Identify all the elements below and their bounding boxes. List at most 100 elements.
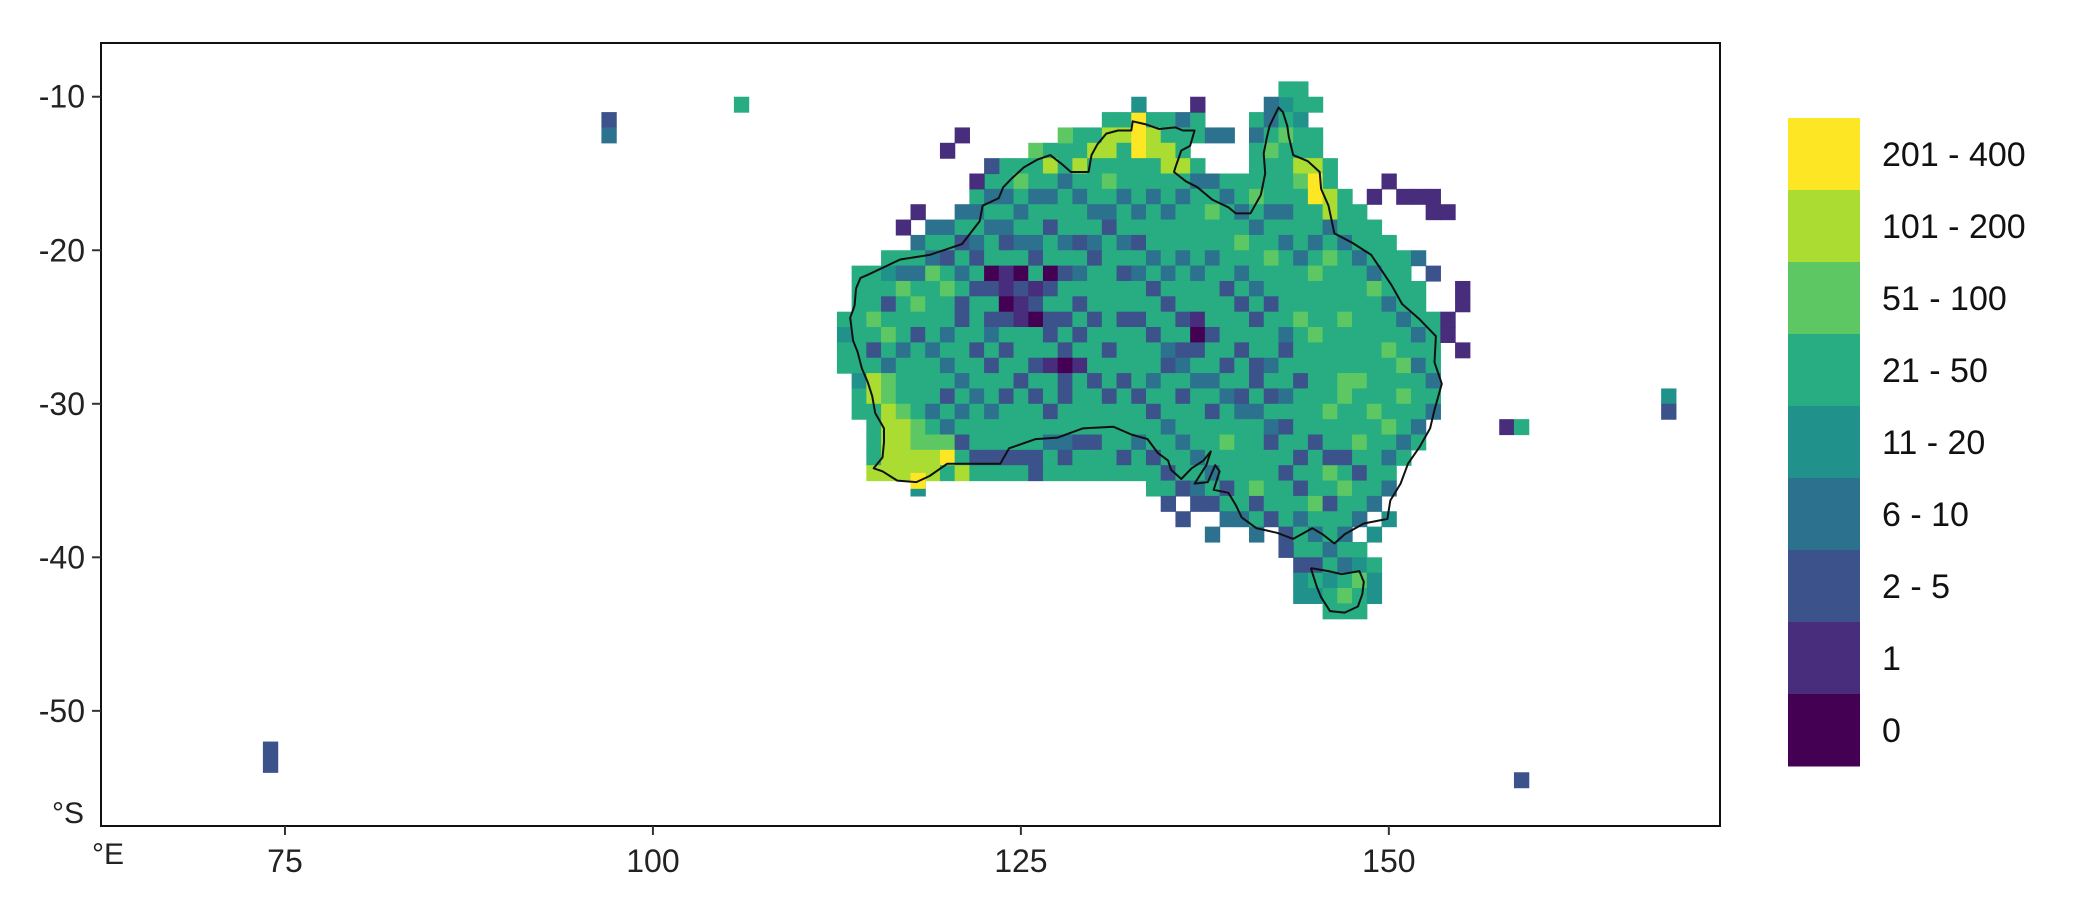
- heatmap-cell: [1263, 419, 1280, 436]
- heatmap-cell: [895, 449, 912, 466]
- heatmap-cell: [1410, 388, 1427, 405]
- heatmap-cell: [1101, 265, 1118, 282]
- heatmap-cell: [1307, 373, 1324, 390]
- heatmap-cell: [1101, 188, 1118, 205]
- heatmap-cell: [1337, 419, 1353, 436]
- heatmap-cell: [984, 188, 1000, 205]
- heatmap-cell: [1145, 403, 1162, 420]
- heatmap-cell: [1028, 296, 1044, 313]
- legend-label: 2 - 5: [1882, 568, 1950, 606]
- heatmap-cell: [1116, 250, 1132, 267]
- heatmap-cell: [1322, 234, 1338, 251]
- heatmap-cell: [969, 265, 985, 282]
- heatmap-cell: [1455, 342, 1471, 359]
- heatmap-cell: [1101, 219, 1118, 236]
- heatmap-cell: [1249, 311, 1265, 328]
- heatmap-cell: [1175, 388, 1191, 405]
- heatmap-cell: [925, 449, 941, 466]
- heatmap-cell: [1322, 419, 1338, 436]
- heatmap-cell: [1396, 265, 1412, 282]
- heatmap-cell: [984, 158, 1000, 175]
- heatmap-cell: [1425, 373, 1441, 390]
- heatmap-cell: [1307, 311, 1324, 328]
- heatmap-cell: [1425, 265, 1441, 282]
- heatmap-cell: [1396, 280, 1412, 297]
- heatmap-cell: [1057, 403, 1073, 420]
- heatmap-cell: [1322, 465, 1338, 482]
- heatmap-cell: [1116, 158, 1132, 175]
- heatmap-cell: [954, 434, 970, 451]
- heatmap-cell: [1042, 188, 1059, 205]
- legend-swatch: [1788, 118, 1860, 191]
- heatmap-cell: [1087, 434, 1103, 451]
- heatmap-cell: [1234, 173, 1250, 190]
- heatmap-cell: [1278, 434, 1294, 451]
- heatmap-cell: [1337, 511, 1353, 528]
- heatmap-cell: [1410, 357, 1427, 374]
- heatmap-cell: [1160, 280, 1177, 297]
- heatmap-cell: [1160, 480, 1177, 497]
- heatmap-cell: [1410, 403, 1427, 420]
- heatmap-cell: [1101, 342, 1118, 359]
- heatmap-cell: [1278, 495, 1294, 512]
- heatmap-cell: [939, 280, 956, 297]
- heatmap-cell: [1293, 541, 1309, 558]
- heatmap-cell: [1131, 373, 1147, 390]
- heatmap-cell: [1661, 403, 1677, 420]
- heatmap-cell: [1366, 419, 1383, 436]
- heatmap-cell: [836, 311, 853, 328]
- heatmap-cell: [1278, 388, 1294, 405]
- heatmap-cell: [969, 388, 985, 405]
- heatmap-cell: [1381, 327, 1397, 343]
- heatmap-cell: [1396, 403, 1412, 420]
- heatmap-cell: [1042, 204, 1059, 221]
- heatmap-cell: [1352, 572, 1368, 589]
- heatmap-cell: [1322, 173, 1338, 190]
- heatmap-cell: [1322, 342, 1338, 359]
- heatmap-cell: [998, 311, 1015, 328]
- heatmap-cell: [1322, 572, 1338, 589]
- heatmap-cell: [1013, 296, 1029, 313]
- heatmap-cell: [1145, 419, 1162, 436]
- heatmap-cell: [1160, 234, 1177, 251]
- heatmap-cell: [851, 388, 867, 405]
- heatmap-cell: [925, 357, 941, 374]
- heatmap-cell: [1293, 357, 1309, 374]
- heatmap-cell: [925, 388, 941, 405]
- heatmap-cell: [1440, 327, 1456, 343]
- heatmap-cell: [1366, 557, 1383, 574]
- heatmap-cell: [1145, 112, 1162, 129]
- heatmap-cell: [954, 342, 970, 359]
- heatmap-cell: [1337, 204, 1353, 221]
- heatmap-cell: [1410, 419, 1427, 436]
- heatmap-cell: [1028, 173, 1044, 190]
- heatmap-cell: [1249, 112, 1265, 129]
- heatmap-cell: [1263, 296, 1280, 313]
- heatmap-cell: [1057, 265, 1073, 282]
- heatmap-cell: [1293, 311, 1309, 328]
- heatmap-cell: [1028, 219, 1044, 236]
- heatmap-cell: [998, 465, 1015, 482]
- heatmap-cell: [1204, 311, 1221, 328]
- heatmap-cell: [910, 419, 926, 436]
- heatmap-cell: [954, 204, 970, 221]
- heatmap-cell: [1160, 296, 1177, 313]
- heatmap-cell: [1278, 127, 1294, 144]
- heatmap-cell: [1057, 280, 1073, 297]
- heatmap-cell: [1307, 142, 1324, 159]
- legend-swatch: [1788, 550, 1860, 623]
- heatmap-cell: [1263, 311, 1280, 328]
- heatmap-cell: [1013, 188, 1029, 205]
- heatmap-cell: [1381, 342, 1397, 359]
- heatmap-cell: [969, 234, 985, 251]
- heatmap-cell: [998, 419, 1015, 436]
- heatmap-cell: [1366, 342, 1383, 359]
- heatmap-cell: [1160, 327, 1177, 343]
- y-tick-label: -10: [39, 79, 85, 115]
- heatmap-cell: [1307, 449, 1324, 466]
- heatmap-cell: [1145, 280, 1162, 297]
- heatmap-cell: [851, 327, 867, 343]
- heatmap-cell: [1307, 434, 1324, 451]
- heatmap-cell: [1204, 127, 1221, 144]
- heatmap-cell: [910, 250, 926, 267]
